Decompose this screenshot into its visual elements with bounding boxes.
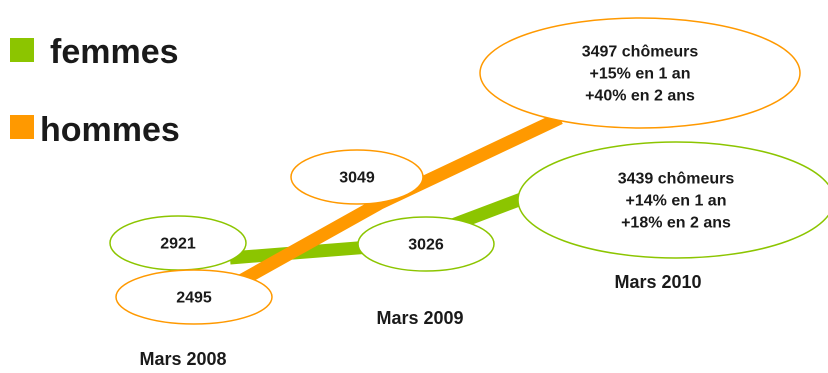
data-label-hommes-0: 2495 xyxy=(115,269,273,325)
x-tick-1: Mars 2009 xyxy=(376,308,463,328)
data-label-text-hommes-1-0: 3049 xyxy=(339,170,375,187)
label-bubble-hommes-1 xyxy=(290,149,424,205)
data-label-text-femmes-1-0: 3026 xyxy=(408,237,444,254)
data-label-text-femmes-2-1: +14% en 1 an xyxy=(626,193,727,210)
legend-swatch-femmes xyxy=(10,38,34,62)
x-tick-2: Mars 2010 xyxy=(614,272,701,292)
legend-label-hommes: hommes xyxy=(40,111,180,149)
legend-swatch-hommes xyxy=(10,115,34,139)
label-bubble-hommes-0 xyxy=(115,269,273,325)
label-bubble-femmes-1 xyxy=(357,216,495,272)
data-label-femmes-2: 3439 chômeurs +14% en 1 an +18% en 2 ans xyxy=(517,141,828,259)
label-bubble-femmes-2 xyxy=(517,141,828,259)
data-label-femmes-1: 3026 xyxy=(357,216,495,272)
data-label-text-femmes-2-0: 3439 chômeurs xyxy=(618,171,735,188)
data-label-text-femmes-2-2: +18% en 2 ans xyxy=(621,215,731,232)
data-label-femmes-0: 2921 xyxy=(109,215,247,271)
data-label-text-femmes-0-0: 2921 xyxy=(160,236,196,253)
data-label-hommes-2: 3497 chômeurs +15% en 1 an +40% en 2 ans xyxy=(479,17,801,129)
data-label-text-hommes-2-1: +15% en 1 an xyxy=(590,66,691,83)
label-bubble-hommes-2 xyxy=(479,17,801,129)
legend-label-femmes: femmes xyxy=(50,33,179,71)
data-label-text-hommes-2-2: +40% en 2 ans xyxy=(585,88,695,105)
x-tick-0: Mars 2008 xyxy=(139,349,226,369)
data-label-text-hommes-2-0: 3497 chômeurs xyxy=(582,44,699,61)
data-label-hommes-1: 3049 xyxy=(290,149,424,205)
data-label-text-hommes-0-0: 2495 xyxy=(176,290,212,307)
